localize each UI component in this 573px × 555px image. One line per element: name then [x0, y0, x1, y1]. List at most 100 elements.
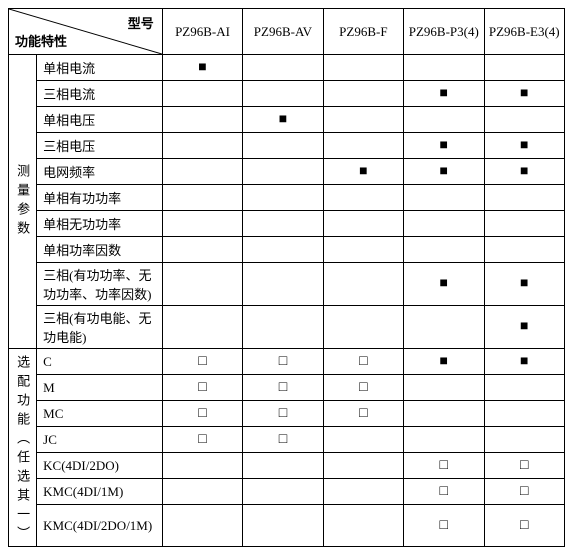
mark-cell: □	[404, 453, 484, 479]
mark-cell: ■	[484, 81, 565, 107]
mark-cell	[404, 185, 484, 211]
mark-cell: □	[484, 453, 565, 479]
mark-cell: ■	[484, 159, 565, 185]
mark-cell: ■	[404, 263, 484, 306]
mark-cell	[162, 81, 242, 107]
mark-cell	[404, 401, 484, 427]
mark-cell: □	[162, 427, 242, 453]
row-label: 三相电流	[37, 81, 163, 107]
mark-cell	[243, 306, 323, 349]
mark-cell	[323, 81, 403, 107]
mark-cell	[484, 375, 565, 401]
table-row: 测量参数单相电流■	[9, 55, 565, 81]
mark-cell	[484, 55, 565, 81]
table-row: 单相有功功率	[9, 185, 565, 211]
mark-cell	[404, 107, 484, 133]
table-row: 三相电流 ■■	[9, 81, 565, 107]
row-label: KMC(4DI/1M)	[37, 479, 163, 505]
model-col-1: PZ96B-AV	[243, 9, 323, 55]
table-row: 三相(有功功率、无功功率、功率因数) ■■	[9, 263, 565, 306]
mark-cell: □	[484, 479, 565, 505]
mark-cell	[404, 306, 484, 349]
row-label: 单相电流	[37, 55, 163, 81]
mark-cell	[323, 505, 403, 547]
mark-cell: ■	[484, 306, 565, 349]
mark-cell: □	[404, 479, 484, 505]
row-label: KMC(4DI/2DO/1M)	[37, 505, 163, 547]
mark-cell: ■	[243, 107, 323, 133]
table-row: MC□□□	[9, 401, 565, 427]
mark-cell	[404, 55, 484, 81]
mark-cell	[243, 133, 323, 159]
mark-cell	[323, 237, 403, 263]
mark-cell	[162, 185, 242, 211]
mark-cell	[484, 107, 565, 133]
table-row: 三相(有功电能、无功电能)■	[9, 306, 565, 349]
table-row: KMC(4DI/2DO/1M)□□	[9, 505, 565, 547]
mark-cell	[404, 237, 484, 263]
mark-cell	[323, 107, 403, 133]
mark-cell	[162, 159, 242, 185]
mark-cell: □	[323, 375, 403, 401]
mark-cell: □	[162, 349, 242, 375]
table-row: 单相电压 ■	[9, 107, 565, 133]
row-label: 单相功率因数	[37, 237, 163, 263]
mark-cell	[243, 55, 323, 81]
mark-cell	[243, 81, 323, 107]
model-col-0: PZ96B-AI	[162, 9, 242, 55]
mark-cell	[323, 55, 403, 81]
mark-cell	[323, 306, 403, 349]
mark-cell: ■	[484, 263, 565, 306]
mark-cell: ■	[404, 81, 484, 107]
mark-cell: □	[243, 375, 323, 401]
mark-cell	[323, 479, 403, 505]
mark-cell	[243, 237, 323, 263]
table-row: 单相无功功率	[9, 211, 565, 237]
mark-cell	[404, 375, 484, 401]
model-col-2: PZ96B-F	[323, 9, 403, 55]
row-label: 电网频率	[37, 159, 163, 185]
header-model-label: 型号	[128, 13, 154, 32]
row-label: M	[37, 375, 163, 401]
mark-cell: □	[323, 401, 403, 427]
mark-cell: □	[243, 401, 323, 427]
mark-cell	[243, 159, 323, 185]
model-col-4: PZ96B-E3(4)	[484, 9, 565, 55]
mark-cell: ■	[404, 159, 484, 185]
table-row: 单相功率因数	[9, 237, 565, 263]
spec-table: 型号 功能特性 PZ96B-AI PZ96B-AV PZ96B-F PZ96B-…	[8, 8, 565, 547]
mark-cell	[484, 185, 565, 211]
mark-cell	[323, 211, 403, 237]
row-label: 三相电压	[37, 133, 163, 159]
row-label: 单相电压	[37, 107, 163, 133]
mark-cell: □	[162, 375, 242, 401]
table-row: JC□□	[9, 427, 565, 453]
diag-header: 型号 功能特性	[9, 9, 163, 55]
row-label: 三相(有功功率、无功功率、功率因数)	[37, 263, 163, 306]
mark-cell	[162, 453, 242, 479]
group-label: 选配功能（任选其一）	[9, 349, 37, 547]
mark-cell	[404, 211, 484, 237]
mark-cell: □	[323, 349, 403, 375]
mark-cell	[243, 263, 323, 306]
mark-cell	[323, 427, 403, 453]
mark-cell	[323, 133, 403, 159]
mark-cell: ■	[323, 159, 403, 185]
mark-cell	[162, 306, 242, 349]
group-label: 测量参数	[9, 55, 37, 349]
table-row: 选配功能（任选其一）C□□□■■	[9, 349, 565, 375]
row-label: MC	[37, 401, 163, 427]
table-row: KC(4DI/2DO)□□	[9, 453, 565, 479]
mark-cell: □	[243, 427, 323, 453]
mark-cell	[323, 453, 403, 479]
table-row: KMC(4DI/1M) □□	[9, 479, 565, 505]
table-row: 电网频率■■■	[9, 159, 565, 185]
mark-cell	[162, 133, 242, 159]
mark-cell	[484, 401, 565, 427]
mark-cell	[162, 505, 242, 547]
mark-cell: □	[162, 401, 242, 427]
mark-cell: ■	[404, 349, 484, 375]
mark-cell	[162, 263, 242, 306]
mark-cell	[162, 107, 242, 133]
mark-cell: ■	[484, 133, 565, 159]
